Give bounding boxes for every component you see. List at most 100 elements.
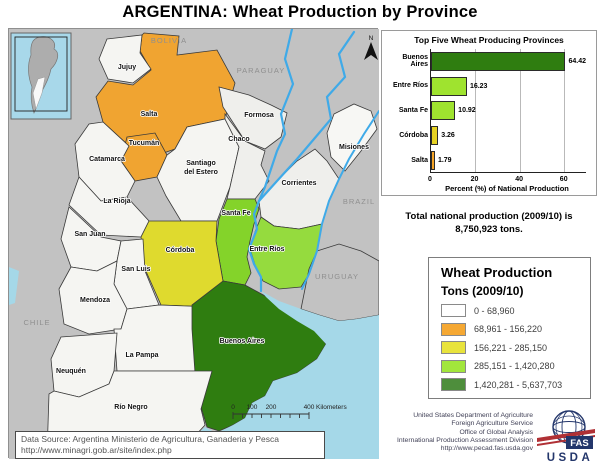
data-source-box: Data Source: Argentina Ministerio de Agr… bbox=[15, 431, 325, 459]
svg-text:400: 400 bbox=[304, 404, 315, 411]
north-label: N bbox=[369, 35, 374, 42]
parana-river-upper bbox=[257, 30, 356, 203]
data-source-line2: http://www.minagri.gob.ar/site/index.php bbox=[21, 445, 172, 455]
legend-range-label: 1,420,281 - 5,637,703 bbox=[474, 379, 563, 390]
label-brazil: BRAZIL bbox=[343, 197, 375, 206]
legend-swatch bbox=[441, 341, 466, 354]
fas-text: FAS bbox=[570, 438, 588, 449]
top-five-chart: Top Five Wheat Producing Provinces Bueno… bbox=[381, 30, 597, 196]
legend-row: 285,151 - 1,420,280 bbox=[441, 359, 590, 373]
data-source-line1: Data Source: Argentina Ministerio de Agr… bbox=[21, 434, 279, 444]
usda-footer: United States Department of Agriculture F… bbox=[378, 409, 596, 470]
legend-range-label: 68,961 - 156,220 bbox=[474, 324, 543, 334]
chart-bar bbox=[431, 51, 566, 71]
usda-address-lines: United States Department of Agriculture F… bbox=[378, 409, 533, 453]
chart-xlabel: Percent (%) of National Production bbox=[445, 184, 569, 193]
label-santiago-2: del Estero bbox=[184, 169, 218, 176]
chart-category-label: Buenos Aires bbox=[402, 53, 428, 69]
label-rio-negro: Río Negro bbox=[114, 404, 147, 411]
paraguay-river bbox=[257, 29, 295, 203]
province-misiones bbox=[326, 103, 378, 172]
svg-text:0: 0 bbox=[231, 404, 235, 411]
label-uruguay: URUGUAY bbox=[315, 272, 359, 281]
total-line1: Total national production (2009/10) is bbox=[405, 211, 573, 222]
chart-bar bbox=[431, 126, 439, 146]
chart-bar-value: 10.92 bbox=[458, 107, 476, 115]
chart-x-tick: 40 bbox=[515, 176, 524, 183]
chart-plot: Buenos Aires 64.42 Entre Ríos 16.23 Santa Fe… bbox=[393, 49, 586, 173]
chart-bar-value: 16.23 bbox=[469, 82, 488, 90]
usda-address-line: http://www.pecad.fas.usda.gov bbox=[440, 445, 533, 453]
north-arrow-icon: N bbox=[364, 35, 378, 60]
atlantic-ocean bbox=[167, 291, 379, 459]
legend-row: 1,420,281 - 5,637,703 bbox=[441, 378, 590, 391]
scale-bar: 0 100 200 400 Kilometers bbox=[231, 404, 347, 419]
chart-bar-value: 3.26 bbox=[441, 132, 455, 140]
red-stripe bbox=[537, 429, 595, 442]
svg-text:200: 200 bbox=[266, 404, 277, 411]
label-chaco: Chaco bbox=[228, 136, 249, 143]
chart-gridline bbox=[563, 49, 565, 172]
chart-category-label: Entre Ríos bbox=[392, 82, 428, 90]
label-formosa: Formosa bbox=[244, 112, 274, 119]
legend-row: 68,961 - 156,220 bbox=[441, 322, 590, 336]
chart-category-label: Santa Fe bbox=[398, 107, 428, 115]
inset-argentina bbox=[32, 76, 46, 110]
label-santiago-1: Santiago bbox=[186, 160, 216, 167]
label-san-luis: San Luis bbox=[121, 266, 150, 273]
legend-swatch bbox=[441, 322, 466, 336]
svg-text:Kilometers: Kilometers bbox=[316, 404, 347, 411]
usda-address-line: Foreign Agriculture Service bbox=[451, 420, 533, 428]
usda-address-line: Office of Global Analysis bbox=[459, 428, 533, 436]
fas-logo-icon: FAS USDA bbox=[537, 410, 595, 464]
legend-swatch bbox=[441, 359, 466, 373]
label-mendoza: Mendoza bbox=[80, 297, 110, 304]
svg-text:100: 100 bbox=[247, 404, 258, 411]
chart-gridline bbox=[475, 49, 477, 172]
chart-x-tick: 20 bbox=[470, 176, 479, 183]
chart-gridline bbox=[519, 49, 521, 172]
chart-category-label: Córdoba bbox=[399, 132, 428, 140]
chart-bar-row: 3.26 bbox=[431, 123, 586, 148]
total-production-note: Total national production (2009/10) is 8… bbox=[380, 211, 598, 236]
chart-title: Top Five Wheat Producing Provinces bbox=[414, 35, 564, 45]
legend-range-label: 285,151 - 1,420,280 bbox=[474, 361, 555, 371]
legend-swatch bbox=[441, 378, 466, 391]
legend-subtitle: Tons (2009/10) bbox=[441, 284, 524, 298]
label-tucuman: Tucumán bbox=[129, 140, 160, 147]
legend-title: Wheat Production bbox=[441, 265, 553, 280]
legend-items: 0 - 68,960 68,961 - 156,220 156,221 - 285,… bbox=[441, 304, 590, 391]
label-cordoba: Córdoba bbox=[166, 247, 195, 254]
label-santa-fe: Santa Fe bbox=[221, 210, 250, 217]
chart-x-tick: 0 bbox=[428, 176, 432, 183]
total-line2: 8,750,923 tons. bbox=[455, 223, 523, 235]
chart-bar-value: 1.79 bbox=[437, 157, 452, 165]
usda-address-line: United States Department of Agriculture bbox=[413, 412, 533, 419]
label-la-rioja: La Rioja bbox=[103, 198, 130, 205]
label-salta: Salta bbox=[141, 111, 158, 118]
legend-row: 0 - 68,960 bbox=[441, 304, 590, 317]
usda-fas-logo: FAS USDA bbox=[536, 409, 596, 470]
chart-bar bbox=[431, 101, 456, 121]
label-catamarca: Catamarca bbox=[89, 156, 125, 163]
label-san-juan: San Juan bbox=[74, 231, 105, 238]
chart-bar bbox=[431, 151, 435, 171]
parana-river-lower bbox=[247, 199, 263, 293]
chart-bar-row: 64.42 bbox=[431, 49, 586, 74]
label-chile: CHILE bbox=[23, 318, 50, 327]
usda-address-line: International Production Assessment Divi… bbox=[396, 436, 533, 444]
label-paraguay: PARAGUAY bbox=[237, 66, 286, 75]
uruguay-river bbox=[301, 110, 379, 290]
province-formosa bbox=[218, 86, 288, 150]
province-jujuy bbox=[98, 34, 152, 84]
chart-bar-row: 1.79 bbox=[431, 148, 586, 173]
map-svg: N BOLIVIA PARAGUAY BRAZIL URUGUAY CHILE … bbox=[9, 29, 379, 459]
label-neuquen: Neuquén bbox=[56, 368, 86, 375]
chart-bar bbox=[431, 76, 467, 96]
label-jujuy: Jujuy bbox=[118, 64, 136, 71]
label-entre-rios: Entre Ríos bbox=[249, 246, 284, 253]
south-america-inset bbox=[10, 32, 72, 120]
legend-range-label: 156,221 - 285,150 bbox=[474, 342, 548, 353]
chart-bar-row: 10.92 bbox=[431, 99, 586, 124]
